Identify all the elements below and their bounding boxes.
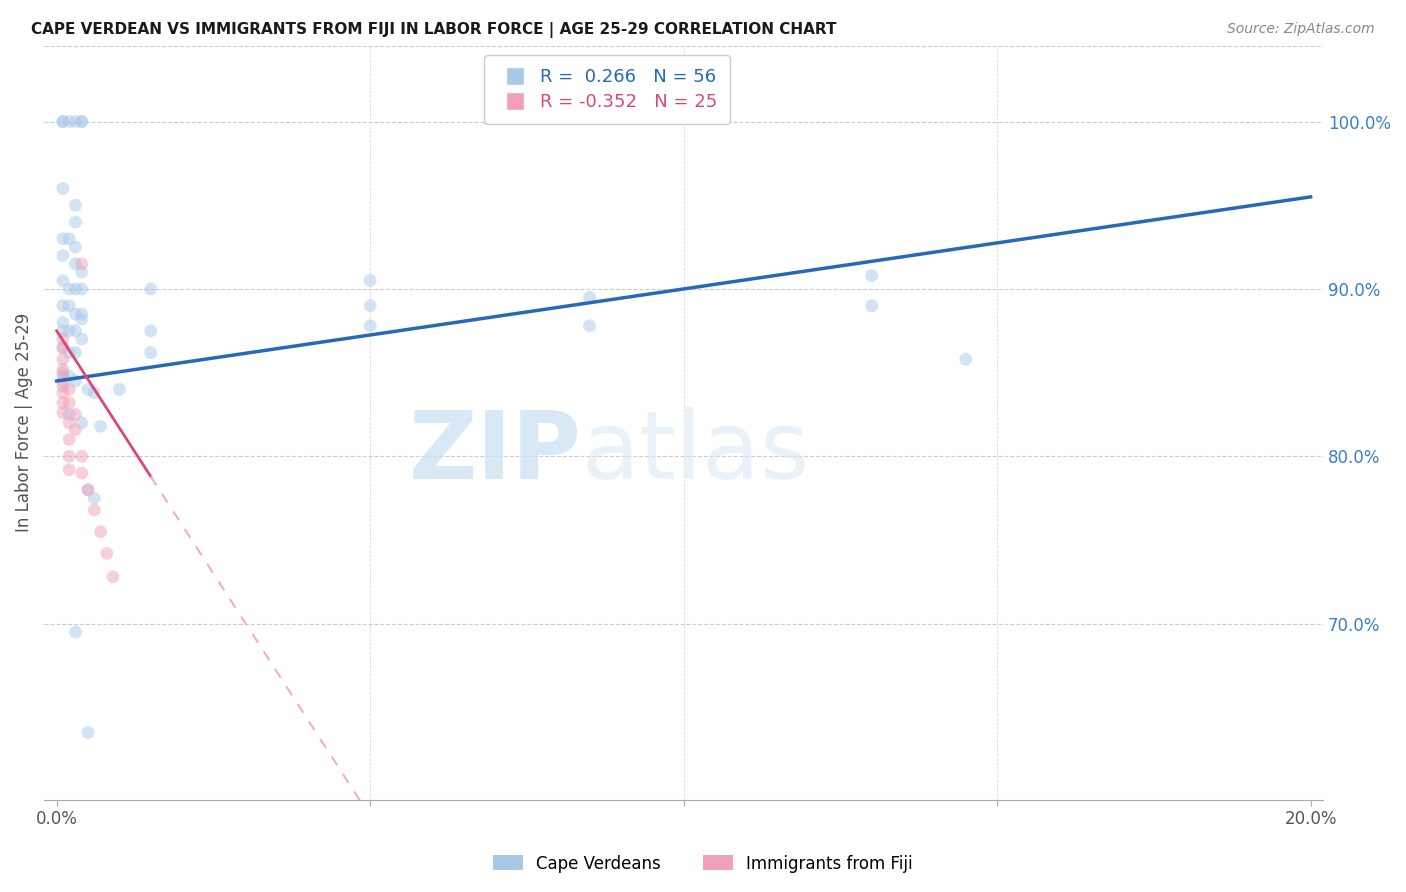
Point	[96, 546, 118, 560]
Point	[52, 341, 75, 355]
Point	[58, 299, 80, 313]
Point	[58, 232, 80, 246]
Point	[90, 419, 112, 434]
Point	[52, 366, 75, 380]
Point	[52, 362, 75, 376]
Point	[52, 374, 75, 388]
Point	[70, 114, 93, 128]
Point	[860, 299, 883, 313]
Point	[83, 503, 105, 517]
Point	[139, 345, 162, 359]
Point	[70, 282, 93, 296]
Point	[52, 332, 75, 346]
Point	[52, 341, 75, 355]
Point	[578, 318, 600, 333]
Point	[77, 483, 100, 497]
Point	[65, 345, 87, 359]
Point	[70, 416, 93, 430]
Point	[359, 274, 381, 288]
Point	[58, 345, 80, 359]
Point	[83, 491, 105, 506]
Point	[65, 198, 87, 212]
Point	[58, 396, 80, 410]
Point	[58, 324, 80, 338]
Point	[83, 385, 105, 400]
Point	[58, 383, 80, 397]
Point	[65, 215, 87, 229]
Point	[52, 114, 75, 128]
Point	[139, 324, 162, 338]
Point	[52, 232, 75, 246]
Point	[58, 463, 80, 477]
Legend: Cape Verdeans, Immigrants from Fiji: Cape Verdeans, Immigrants from Fiji	[486, 848, 920, 880]
Point	[70, 466, 93, 480]
Point	[52, 385, 75, 400]
Text: ZIP: ZIP	[408, 407, 581, 499]
Point	[65, 307, 87, 321]
Point	[70, 312, 93, 326]
Point	[578, 290, 600, 304]
Point	[52, 379, 75, 393]
Point	[70, 307, 93, 321]
Point	[58, 114, 80, 128]
Point	[65, 408, 87, 422]
Point	[65, 374, 87, 388]
Point	[58, 282, 80, 296]
Point	[52, 299, 75, 313]
Point	[65, 282, 87, 296]
Point	[70, 450, 93, 464]
Point	[101, 570, 124, 584]
Point	[52, 396, 75, 410]
Point	[52, 352, 75, 367]
Point	[65, 625, 87, 640]
Point	[58, 416, 80, 430]
Point	[65, 423, 87, 437]
Point	[77, 725, 100, 739]
Point	[139, 282, 162, 296]
Point	[52, 369, 75, 384]
Point	[52, 324, 75, 338]
Point	[77, 483, 100, 497]
Point	[70, 265, 93, 279]
Point	[65, 257, 87, 271]
Point	[52, 274, 75, 288]
Point	[108, 383, 131, 397]
Text: Source: ZipAtlas.com: Source: ZipAtlas.com	[1227, 22, 1375, 37]
Legend: R =  0.266   N = 56, R = -0.352   N = 25: R = 0.266 N = 56, R = -0.352 N = 25	[484, 55, 730, 124]
Y-axis label: In Labor Force | Age 25-29: In Labor Force | Age 25-29	[15, 313, 32, 533]
Point	[58, 450, 80, 464]
Point	[52, 406, 75, 420]
Point	[359, 318, 381, 333]
Point	[77, 383, 100, 397]
Text: atlas: atlas	[581, 407, 810, 499]
Point	[58, 408, 80, 422]
Point	[955, 352, 977, 367]
Point	[860, 268, 883, 283]
Point	[58, 369, 80, 384]
Point	[90, 524, 112, 539]
Point	[70, 257, 93, 271]
Point	[52, 248, 75, 262]
Point	[58, 433, 80, 447]
Point	[65, 114, 87, 128]
Point	[359, 299, 381, 313]
Point	[65, 324, 87, 338]
Point	[52, 315, 75, 329]
Point	[52, 114, 75, 128]
Point	[65, 240, 87, 254]
Point	[70, 114, 93, 128]
Text: CAPE VERDEAN VS IMMIGRANTS FROM FIJI IN LABOR FORCE | AGE 25-29 CORRELATION CHAR: CAPE VERDEAN VS IMMIGRANTS FROM FIJI IN …	[31, 22, 837, 38]
Point	[70, 332, 93, 346]
Point	[52, 181, 75, 195]
